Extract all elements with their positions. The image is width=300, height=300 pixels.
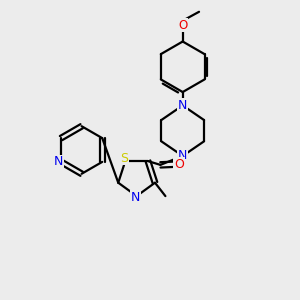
Text: O: O xyxy=(174,158,184,171)
Text: S: S xyxy=(120,152,128,165)
Text: N: N xyxy=(53,155,63,168)
Text: O: O xyxy=(178,19,187,32)
Text: N: N xyxy=(130,191,140,204)
Text: N: N xyxy=(178,149,188,162)
Text: N: N xyxy=(178,99,188,112)
